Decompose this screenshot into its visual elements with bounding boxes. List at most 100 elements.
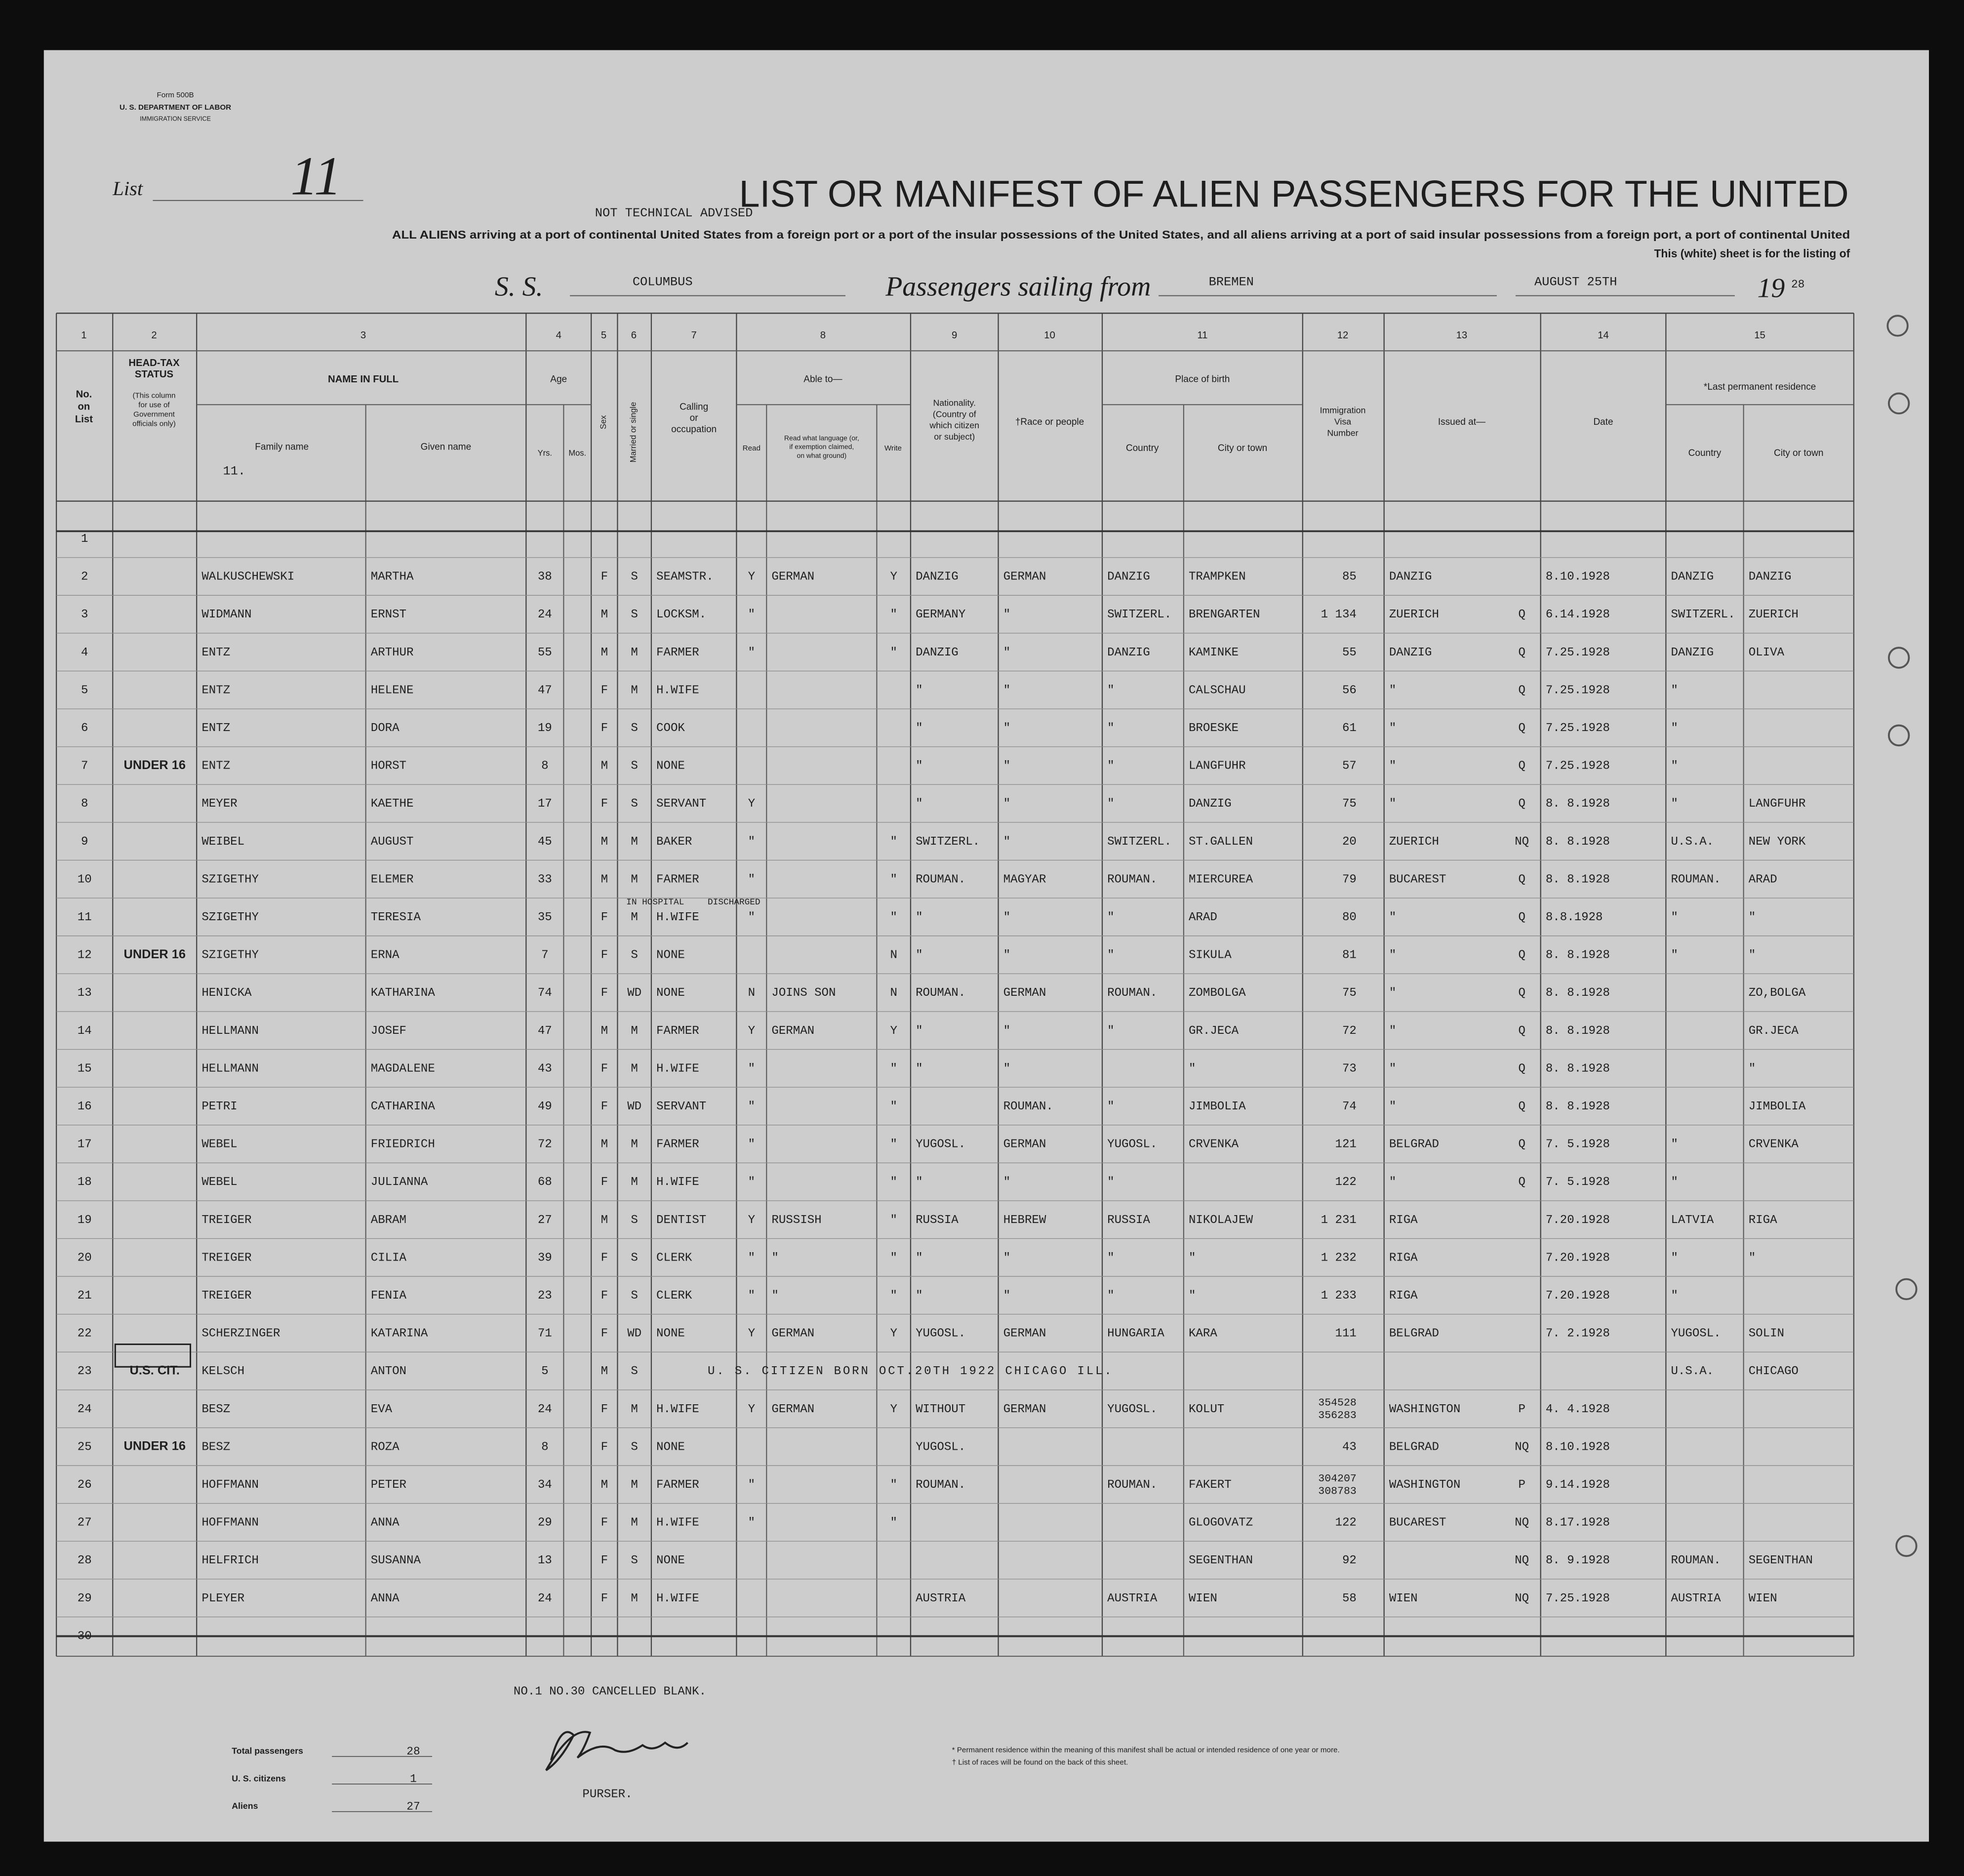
- nationality: ": [916, 1251, 922, 1264]
- birth-country: YUGOSL.: [1107, 1403, 1157, 1416]
- residence-city: CHICAGO: [1749, 1365, 1799, 1378]
- can-write: N: [890, 949, 897, 962]
- nationality: ": [916, 722, 922, 735]
- can-read: ": [748, 835, 755, 849]
- visa-number: 75: [1342, 797, 1357, 811]
- sex: F: [601, 911, 608, 924]
- can-write: N: [890, 986, 897, 1000]
- column-header: Issued at—: [1438, 417, 1486, 427]
- visa-class: Q: [1518, 684, 1525, 697]
- residence-city: LANGFUHR: [1749, 797, 1806, 811]
- given-name: ERNST: [371, 608, 406, 621]
- column-number: 9: [952, 330, 957, 341]
- birth-city: GLOGOVATZ: [1189, 1516, 1253, 1530]
- family-name: TREIGER: [201, 1289, 251, 1303]
- row-number: 15: [78, 1062, 92, 1075]
- table-row: 8 MEYER KAETHE 17 F S SERVANT Y " " " DANZIG 75 " Q 8. …: [81, 797, 1805, 811]
- nationality: ROUMAN.: [916, 986, 965, 1000]
- visa-number: 73: [1342, 1062, 1357, 1075]
- age-years: 19: [538, 722, 552, 735]
- occupation: H.WIFE: [656, 1176, 699, 1189]
- family-name: SZIGETHY: [201, 911, 259, 924]
- visa-date: 8. 8.1928: [1546, 1100, 1610, 1113]
- age-years: 24: [538, 1592, 552, 1605]
- given-name: ANNA: [371, 1516, 400, 1530]
- can-read: ": [748, 1062, 755, 1075]
- sex: F: [601, 797, 608, 811]
- visa-issued-at: RIGA: [1389, 1289, 1418, 1303]
- row-number: 16: [78, 1100, 92, 1113]
- row-number: 25: [78, 1440, 92, 1454]
- marital-status: WD: [627, 986, 641, 1000]
- column-header: Yrs.: [538, 449, 552, 458]
- column-header: Write: [884, 444, 902, 452]
- visa-issued-at: ": [1389, 1062, 1396, 1075]
- residence-city: RIGA: [1749, 1214, 1777, 1227]
- visa-number: 354528 356283: [1318, 1397, 1357, 1421]
- family-name: SCHERZINGER: [201, 1327, 280, 1341]
- family-name: PETRI: [201, 1100, 237, 1113]
- visa-class: Q: [1518, 1100, 1525, 1113]
- sex: M: [601, 1365, 608, 1378]
- column-header: No.: [76, 389, 92, 400]
- column-header: City or town: [1774, 448, 1823, 458]
- nationality: SWITZERL.: [916, 835, 980, 849]
- visa-date: 7.25.1928: [1546, 1592, 1610, 1605]
- family-name: HELLMANN: [201, 1024, 259, 1038]
- row-number: 10: [78, 873, 92, 886]
- can-write: ": [890, 835, 897, 849]
- family-name: HELLMANN: [201, 1062, 259, 1075]
- residence-country: ": [1671, 911, 1678, 924]
- birth-country: ": [1107, 684, 1114, 697]
- language: GERMAN: [771, 571, 814, 584]
- row-number: 5: [81, 684, 88, 697]
- residence-country: ": [1671, 1251, 1678, 1264]
- can-read: ": [748, 873, 755, 886]
- can-read: ": [748, 1478, 755, 1492]
- visa-issued-at: DANZIG: [1389, 646, 1432, 659]
- table-row: 9 WEIBEL AUGUST 45 M M BAKER " " SWITZERL. " SWITZE…: [81, 835, 1806, 849]
- residence-country: U.S.A.: [1671, 835, 1714, 849]
- can-read: Y: [748, 1024, 756, 1038]
- race: ": [1003, 1024, 1010, 1038]
- sex: M: [601, 873, 608, 886]
- given-name: FENIA: [371, 1289, 407, 1303]
- visa-number: 79: [1342, 873, 1357, 886]
- birth-city: SIKULA: [1189, 949, 1232, 962]
- family-name: HENICKA: [201, 986, 252, 1000]
- birth-city: MIERCUREA: [1189, 873, 1253, 886]
- language: GERMAN: [771, 1024, 814, 1038]
- table-row: 2 WALKUSCHEWSKI MARTHA 38 F S SEAMSTR. Y GERMAN Y…: [81, 571, 1791, 584]
- visa-number: 75: [1342, 986, 1357, 1000]
- column-header: on what ground): [797, 451, 846, 459]
- sex: F: [601, 1176, 608, 1189]
- residence-country: ": [1671, 760, 1678, 773]
- marital-status: S: [631, 1251, 638, 1264]
- column-header: Given name: [421, 442, 472, 452]
- visa-class: P: [1518, 1403, 1525, 1416]
- birth-country: ": [1107, 1100, 1114, 1113]
- nationality: DANZIG: [916, 571, 959, 584]
- visa-class: NQ: [1515, 1554, 1529, 1567]
- visa-class: Q: [1518, 797, 1525, 811]
- given-name: ERNA: [371, 949, 400, 962]
- family-name: ENTZ: [201, 684, 230, 697]
- visa-number: 56: [1342, 684, 1357, 697]
- total-value: 28: [406, 1745, 420, 1758]
- visa-class: Q: [1518, 986, 1525, 1000]
- marital-status: M: [631, 1024, 638, 1038]
- column-header: Place of birth: [1175, 374, 1230, 385]
- column-number: 11: [1197, 330, 1207, 341]
- birth-city: ST.GALLEN: [1189, 835, 1253, 849]
- row-number: 1: [81, 532, 88, 546]
- occupation: CLERK: [656, 1289, 692, 1303]
- visa-number: 58: [1342, 1592, 1357, 1605]
- head-tax-status: UNDER 16: [124, 947, 186, 961]
- table-row: 26 HOFFMANN PETER 34 M M FARMER " " ROUMAN. ROUMAN…: [78, 1473, 1610, 1497]
- birth-city: LANGFUHR: [1189, 760, 1246, 773]
- column-header: Mos.: [568, 449, 586, 458]
- race: ": [1003, 608, 1010, 621]
- race: ": [1003, 760, 1010, 773]
- table-row: 3 WIDMANN ERNST 24 M S LOCKSM. " " GERMANY " SWITZE…: [81, 608, 1799, 621]
- occupation: H.WIFE: [656, 1592, 699, 1605]
